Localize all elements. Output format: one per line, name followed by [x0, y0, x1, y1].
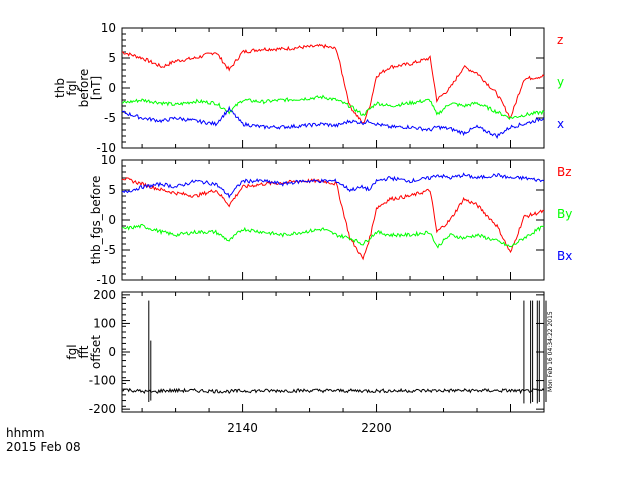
panel-1-ytick-label: -10: [96, 141, 116, 155]
panel-2-ytick-label: 10: [101, 153, 116, 167]
x-tick-label: 2200: [361, 421, 392, 435]
panel-3-ytick-label: -100: [89, 374, 116, 388]
panel-1-ytick-label: 5: [108, 51, 116, 65]
panel-2-series-Bz: [121, 177, 545, 261]
panel-3-ylabel-line: fft: [77, 345, 91, 358]
panel-2-legend-Bz: Bz: [557, 165, 572, 179]
panel-1-series-x: [121, 105, 545, 139]
panel-1-series-z: [121, 43, 545, 124]
panel-2-ytick-label: -10: [96, 273, 116, 287]
panel-2-series-Bx: [121, 172, 545, 199]
panel-1-ylabel-line: thb: [53, 78, 67, 98]
panel-3-ytick-label: 0: [108, 345, 116, 359]
panel-1-series-y: [121, 94, 545, 120]
panel-2-ylabel-line: thb_fgs_before: [89, 176, 103, 265]
panel-1-frame: [121, 27, 545, 149]
panel-2-legend-By: By: [557, 207, 572, 221]
panel-2-ytick-label: -5: [104, 243, 116, 257]
x-tick-label: 2140: [227, 421, 258, 435]
panel-2-legend-Bx: Bx: [557, 249, 572, 263]
panel-3-ylabel-line: offset: [89, 335, 103, 369]
panel-1-ytick-label: 10: [101, 21, 116, 35]
footer-date-label: 2015 Feb 08: [6, 440, 81, 454]
panel-1-legend-x: x: [557, 117, 564, 131]
panel-3-frame: [121, 291, 545, 413]
panel-3-ylabel-line: fgl: [65, 344, 79, 359]
panel-3-series-offset: [121, 387, 545, 395]
panel-1-ytick-label: -5: [104, 111, 116, 125]
panel-1-ylabel-line: fgl: [65, 80, 79, 95]
panel-1-ylabel-line: [nT]: [89, 76, 103, 100]
panel-2-ytick-label: 0: [108, 213, 116, 227]
panel-1-ytick-label: 0: [108, 81, 116, 95]
panel-3-ytick-label: 200: [93, 288, 116, 302]
panel-1-legend-y: y: [557, 75, 564, 89]
panel-3-ytick-label: 100: [93, 316, 116, 330]
panel-2-series-By: [121, 223, 545, 249]
panel-3-ytick-label: -200: [89, 402, 116, 416]
footer-time-label: hhmm: [6, 426, 45, 440]
panel-2-frame: [121, 159, 545, 281]
panel-1-ylabel-line: before: [77, 69, 91, 108]
creation-stamp: Mon Feb 16 04:34:22 2015: [547, 311, 554, 392]
panel-1-legend-z: z: [557, 33, 563, 47]
panel-2-ytick-label: 5: [108, 183, 116, 197]
